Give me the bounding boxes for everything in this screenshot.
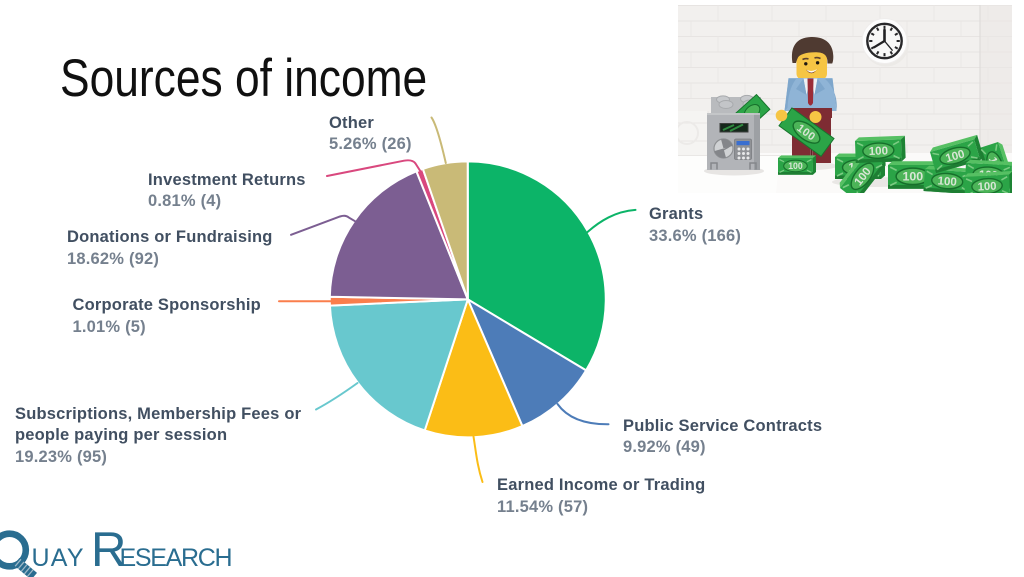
svg-text:UAY: UAY	[32, 544, 84, 572]
svg-text:ESEARCH: ESEARCH	[120, 544, 233, 572]
svg-text:R: R	[91, 523, 126, 577]
